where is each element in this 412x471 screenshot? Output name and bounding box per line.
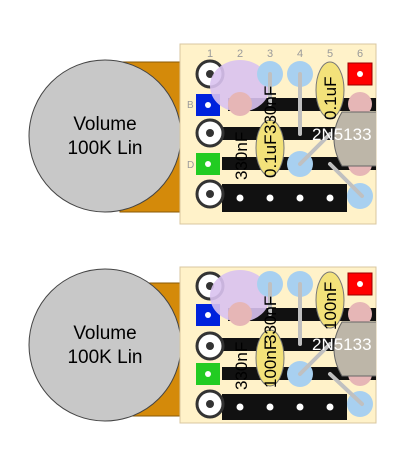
capacitor-label: 330nF [261,86,280,134]
column-number: 5 [327,48,333,60]
column-number: 2 [237,48,243,60]
strip-hole [236,194,244,202]
strip-hole [326,194,334,202]
row-letter: D [187,160,194,171]
jack-green-hole [205,161,211,167]
pot-pad-hole [206,70,214,78]
column-number: 6 [357,48,363,60]
capacitor-label: 330nF [261,296,280,344]
wire-link [298,342,332,376]
strip-hole [266,194,274,202]
capacitor-film [255,329,285,387]
pot-label-line1: Volume [73,323,136,344]
pot-pad-hole [206,129,214,137]
pot-pad-hole [206,400,214,408]
pot-label-line1: Volume [73,114,136,135]
strip-hole [296,194,304,202]
capacitor-label: 330nF [232,342,251,390]
capacitor-label: 0.1uF [321,77,340,120]
pot-label-line2: 100K Lin [67,347,142,368]
jack-red-hole [357,71,363,77]
strip-hole [236,403,244,411]
strip-hole [326,403,334,411]
column-number: 3 [267,48,273,60]
capacitor-label: 100nF [321,282,340,330]
strip-hole [296,403,304,411]
transistor-label: 2N5133 [312,125,372,144]
capacitor-body-purple [210,270,270,322]
jack-blue-hole [205,312,211,318]
transistor-body [333,321,376,377]
potentiometer-body [28,59,182,213]
column-number: 1 [207,48,213,60]
strip-hole [266,403,274,411]
pot-label-line2: 100K Lin [67,138,142,159]
stripboard-layout-bottom: Volume 100K Lin [28,266,377,424]
stripboard-layout-top: Volume 100K Lin 1 2 3 4 5 6 B D [28,43,377,225]
wire-link [328,162,364,198]
capacitor-label: 0.1uF [261,135,280,178]
component-pad [348,302,372,326]
capacitor-film [315,61,345,119]
capacitor-film [315,271,345,329]
capacitor-label: 330nF [232,132,251,180]
wire-link [328,372,364,406]
pot-pad-hole [206,190,214,198]
capacitor-label: 100nF [261,340,280,388]
jack-green-hole [205,371,211,377]
wire-link [298,132,332,166]
potentiometer-body [28,268,182,422]
jack-red-hole [357,281,363,287]
transistor-label: 2N5133 [312,335,372,354]
capacitor-film [255,119,285,177]
component-pad [228,302,252,326]
column-number: 4 [297,48,303,60]
component-pad [228,92,252,116]
capacitor-body-purple [210,60,270,112]
pot-pad-hole [206,342,214,350]
transistor-body [333,111,376,167]
row-letter: B [187,100,194,111]
jack-blue-hole [205,102,211,108]
component-pad [348,92,372,116]
